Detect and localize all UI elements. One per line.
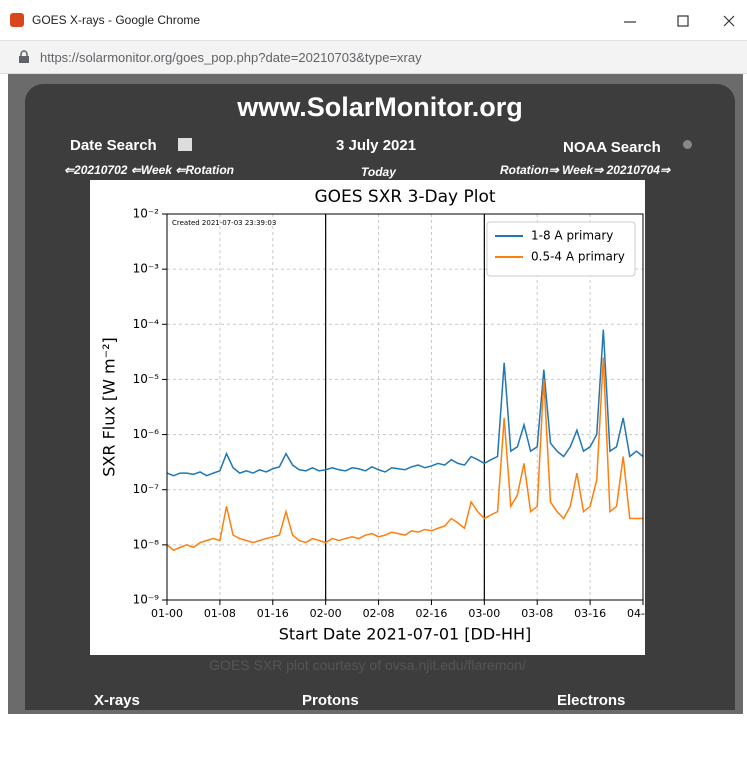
tab[interactable]: Protons <box>302 692 359 709</box>
url[interactable]: https://solarmonitor.org/goes_pop.php?da… <box>40 50 422 65</box>
lock-icon <box>19 50 29 63</box>
address-bar: https://solarmonitor.org/goes_pop.php?da… <box>0 41 747 74</box>
series-line <box>166 357 643 552</box>
x-tick-label: 04-00 <box>627 607 645 620</box>
annotation: Created 2021-07-03 23:39:03 <box>172 219 276 227</box>
site-title: www.SolarMonitor.org <box>237 92 523 122</box>
y-tick-label: 10⁻⁸ <box>133 537 160 551</box>
noaa-search[interactable]: NOAA Search <box>563 139 661 156</box>
window-title: GOES X-rays - Google Chrome <box>32 13 201 27</box>
y-tick-label: 10⁻⁵ <box>133 372 160 386</box>
x-tick-label: 03-16 <box>574 607 606 620</box>
today-link[interactable]: Today <box>361 165 396 179</box>
window-controls <box>624 15 735 27</box>
prev-links[interactable]: ⇐20210702 ⇐Week ⇐Rotation <box>64 163 235 177</box>
y-tick-label: 10⁻⁶ <box>133 427 160 441</box>
x-tick-label: 01-00 <box>151 607 183 620</box>
close-button[interactable] <box>723 15 735 27</box>
app-icon <box>10 13 24 27</box>
legend-label: 1-8 A primary <box>531 229 613 243</box>
x-tick-label: 03-00 <box>468 607 500 620</box>
y-tick-label: 10⁻⁹ <box>133 593 160 607</box>
x-tick-label: 01-08 <box>204 607 236 620</box>
y-axis-label: SXR Flux [W m⁻²] <box>100 337 119 477</box>
axes-frame <box>166 213 644 601</box>
x-tick-label: 02-16 <box>415 607 447 620</box>
chart-title: GOES SXR 3-Day Plot <box>314 187 495 207</box>
x-tick-label: 03-08 <box>521 607 553 620</box>
tab[interactable]: Electrons <box>557 692 626 709</box>
date-search[interactable]: Date Search <box>70 137 157 154</box>
tab[interactable]: X-rays <box>94 692 140 709</box>
x-tick-label: 01-16 <box>257 607 289 620</box>
next-links[interactable]: Rotation⇒ Week⇒ 20210704⇒ <box>500 163 671 177</box>
calendar-icon[interactable] <box>178 138 192 151</box>
y-tick-label: 10⁻³ <box>133 262 160 276</box>
date: 3 July 2021 <box>336 137 417 154</box>
y-tick-label: 10⁻⁴ <box>133 317 160 331</box>
legend-label: 0.5-4 A primary <box>531 250 625 264</box>
legend-box <box>486 221 636 277</box>
title-bar: GOES X-rays - Google Chrome <box>0 0 747 41</box>
series-line <box>166 329 644 477</box>
chart: GOES SXR 3-Day Plot Start Date 2021-07-0… <box>90 180 645 655</box>
x-tick-label: 02-00 <box>310 607 342 620</box>
y-tick-label: 10⁻² <box>133 207 160 221</box>
y-tick-label: 10⁻⁷ <box>133 482 160 496</box>
x-axis-label: Start Date 2021-07-01 [DD-HH] <box>279 625 532 644</box>
x-tick-label: 02-08 <box>363 607 395 620</box>
credit: GOES SXR plot courtesy of ovsa.njit.edu/… <box>209 657 526 673</box>
search-icon[interactable] <box>683 140 692 149</box>
maximize-button[interactable] <box>677 15 689 27</box>
